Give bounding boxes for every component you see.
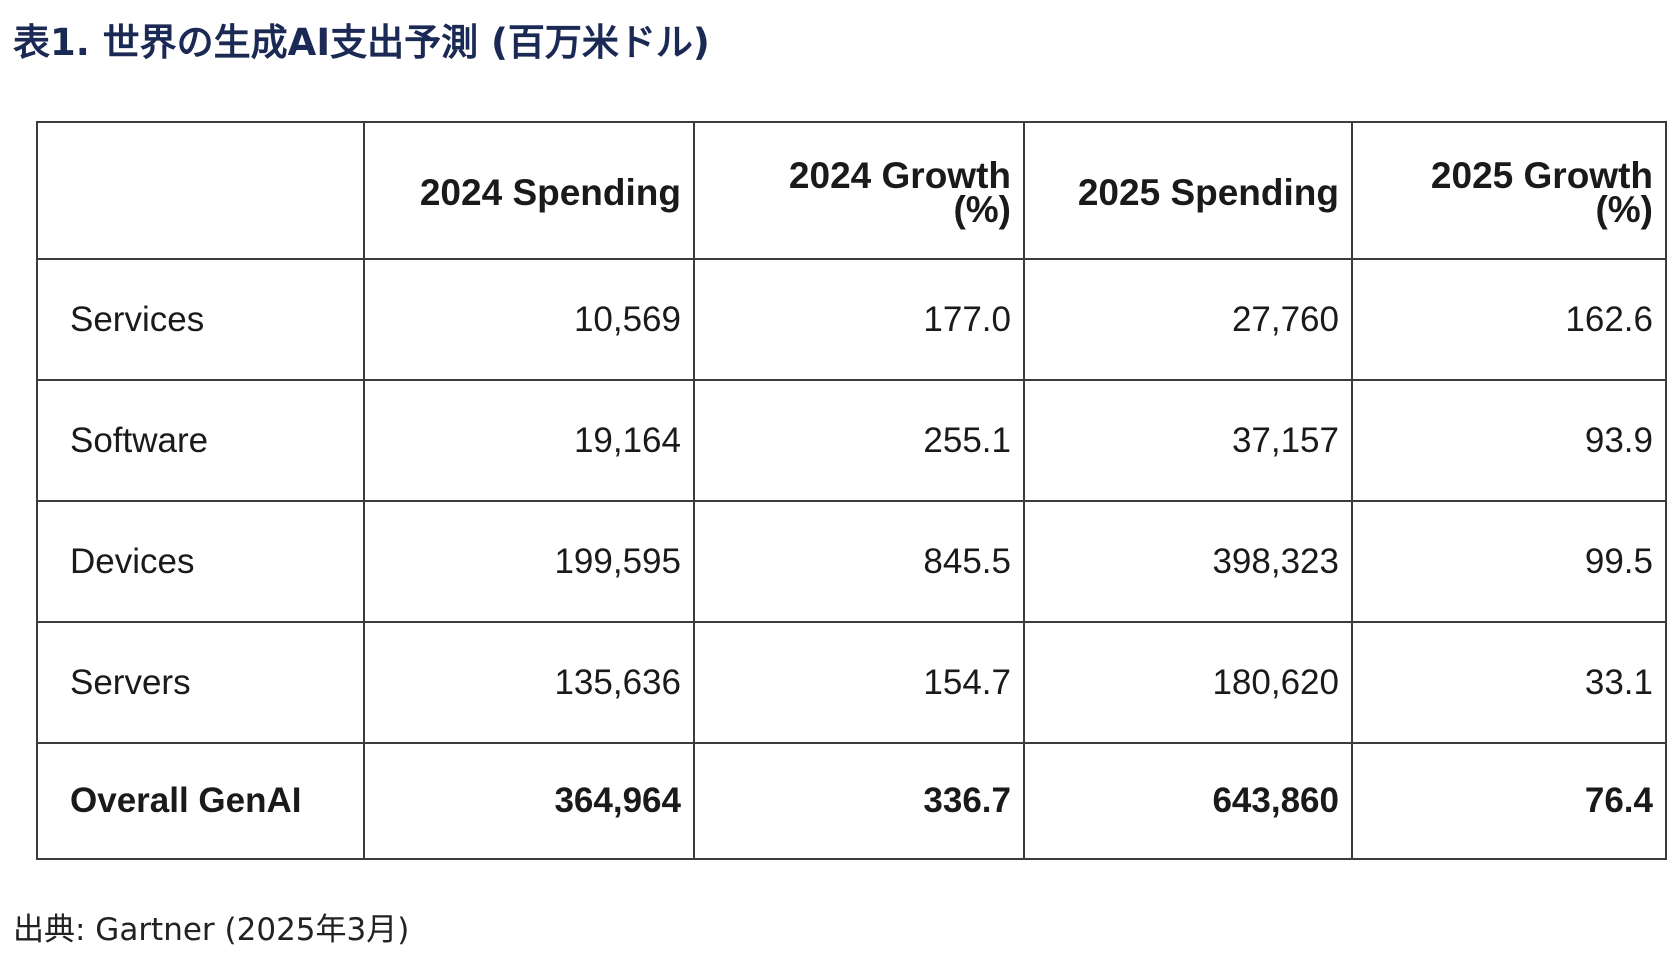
header-cell-2024-spending: 2024 Spending	[363, 121, 695, 260]
header-cell-category	[36, 121, 365, 260]
table-cell: 177.0	[693, 258, 1025, 381]
table-title: 表1. 世界の生成AI支出予測 (百万米ドル)	[13, 21, 710, 64]
table-cell: 19,164	[363, 379, 695, 502]
table-cell: 154.7	[693, 621, 1025, 744]
header-cell-2024-growth: 2024 Growth (%)	[693, 121, 1025, 260]
row-label: Software	[36, 379, 365, 502]
table-cell: 255.1	[693, 379, 1025, 502]
table-row: Devices 199,595 845.5 398,323 99.5	[36, 500, 1667, 623]
header-cell-2025-growth: 2025 Growth (%)	[1351, 121, 1667, 260]
spending-table-container: 2024 Spending 2024 Growth (%) 2025 Spend…	[36, 121, 1667, 860]
row-label: Devices	[36, 500, 365, 623]
total-cell: 364,964	[363, 742, 695, 860]
table-cell: 845.5	[693, 500, 1025, 623]
table-cell: 10,569	[363, 258, 695, 381]
table-cell: 135,636	[363, 621, 695, 744]
source-note: 出典: Gartner (2025年3月)	[13, 912, 410, 948]
table-cell: 398,323	[1023, 500, 1353, 623]
table-row: Servers 135,636 154.7 180,620 33.1	[36, 621, 1667, 744]
total-cell: 336.7	[693, 742, 1025, 860]
row-label: Servers	[36, 621, 365, 744]
table-cell: 99.5	[1351, 500, 1667, 623]
table-cell: 37,157	[1023, 379, 1353, 502]
total-cell: 76.4	[1351, 742, 1667, 860]
total-cell: 643,860	[1023, 742, 1353, 860]
table-cell: 162.6	[1351, 258, 1667, 381]
total-label: Overall GenAI	[36, 742, 365, 860]
table-cell: 93.9	[1351, 379, 1667, 502]
table-row: Services 10,569 177.0 27,760 162.6	[36, 258, 1667, 381]
table-cell: 33.1	[1351, 621, 1667, 744]
table-cell: 27,760	[1023, 258, 1353, 381]
table-cell: 199,595	[363, 500, 695, 623]
total-row: Overall GenAI 364,964 336.7 643,860 76.4	[36, 742, 1667, 860]
table-row: Software 19,164 255.1 37,157 93.9	[36, 379, 1667, 502]
header-row: 2024 Spending 2024 Growth (%) 2025 Spend…	[36, 121, 1667, 260]
header-cell-2025-spending: 2025 Spending	[1023, 121, 1353, 260]
genai-spending-table: 2024 Spending 2024 Growth (%) 2025 Spend…	[36, 121, 1667, 860]
row-label: Services	[36, 258, 365, 381]
table-cell: 180,620	[1023, 621, 1353, 744]
